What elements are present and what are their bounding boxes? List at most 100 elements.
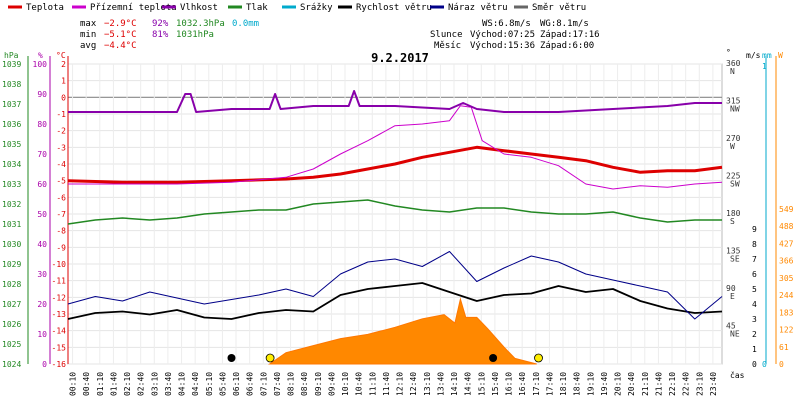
moon-rise: Východ:15:36: [470, 41, 535, 51]
tick-dir-5: 135: [726, 247, 741, 256]
stats-block: max −2.9°C 92% 1032.3hPa 0.0mm min −5.1°…: [80, 19, 259, 51]
tick-hpa-7: 1031: [2, 220, 21, 229]
tick-x-36: 18:10: [559, 372, 568, 396]
tick-w-2: 122: [779, 326, 794, 335]
tick-x-25: 12:40: [409, 372, 418, 396]
chart-title: 9.2.2017: [371, 51, 429, 65]
tick-pct-10: 100: [33, 60, 48, 69]
series-2-line: [68, 90, 722, 113]
tick-x-7: 03:40: [164, 372, 173, 396]
sunrise-icon: [265, 353, 275, 363]
axis-pct-title: %: [38, 51, 43, 60]
tick-pct-5: 50: [37, 210, 47, 219]
tick-temp-15: -1: [56, 110, 66, 119]
legend-label-6: Náraz větru: [448, 3, 508, 13]
tick-w-0: 0: [779, 360, 784, 369]
tick-temp-12: -4: [56, 160, 66, 169]
tick-hpa-2: 1026: [2, 320, 21, 329]
stat-min-label: min: [80, 30, 96, 40]
tick-dir-2: 270: [726, 134, 741, 143]
tick-x-15: 07:40: [273, 372, 282, 396]
tick-mm-1: 1: [762, 62, 767, 71]
tick-temp-10: -6: [56, 193, 66, 202]
tick-hpa-1: 1025: [2, 340, 21, 349]
stat-max-hum: 92%: [152, 19, 169, 29]
series-1-line: [68, 105, 723, 190]
legend-label-7: Směr větru: [532, 3, 586, 13]
tick-x-38: 19:10: [586, 372, 595, 396]
tick-dir-name-3: SW: [730, 180, 740, 189]
moon-label: Měsíc: [434, 41, 461, 51]
tick-x-5: 02:40: [137, 372, 146, 396]
tick-temp-8: -8: [56, 227, 66, 236]
tick-temp-7: -9: [56, 243, 66, 252]
moonset-icon: [227, 354, 236, 362]
tick-x-4: 02:10: [123, 372, 132, 396]
tick-w-3: 183: [779, 308, 794, 317]
tick-x-43: 21:40: [654, 372, 663, 396]
tick-dir-name-6: E: [730, 292, 735, 301]
tick-x-34: 17:10: [532, 372, 541, 396]
tick-x-40: 20:10: [614, 372, 623, 396]
tick-x-21: 10:40: [355, 372, 364, 396]
tick-pct-9: 90: [37, 90, 47, 99]
tick-hpa-13: 1037: [2, 100, 21, 109]
tick-dir-name-1: NW: [730, 105, 740, 114]
tick-x-3: 01:40: [109, 372, 118, 396]
stat-min-press: 1031hPa: [176, 30, 214, 40]
stat-max-rain: 0.0mm: [232, 19, 259, 29]
series-3-line: [67, 199, 722, 225]
tick-temp-16: 0: [61, 93, 66, 102]
tick-dir-name-5: SE: [730, 255, 740, 264]
tick-temp-1: -15: [52, 343, 67, 352]
wind-ws: WS:6.8m/s: [482, 19, 531, 29]
tick-x-45: 22:40: [682, 372, 691, 396]
sun-rise: Východ:07:25: [470, 30, 535, 40]
axis-hpa-title: hPa: [4, 51, 19, 60]
tick-temp-6: -10: [52, 260, 67, 269]
tick-x-11: 05:40: [218, 372, 227, 396]
tick-pct-8: 80: [37, 120, 47, 129]
tick-dir-0: 360: [726, 59, 741, 68]
tick-x-37: 18:40: [573, 372, 582, 396]
sun-label: Slunce: [430, 30, 463, 40]
tick-temp-0: -16: [52, 360, 67, 369]
axis-x-title: čas: [730, 370, 745, 380]
tick-w-6: 366: [779, 257, 794, 266]
moon-set: Západ:6:00: [540, 41, 594, 51]
tick-ms-5: 5: [752, 285, 757, 294]
tick-ms-1: 1: [752, 345, 757, 354]
tick-hpa-5: 1029: [2, 260, 21, 269]
tick-x-28: 14:10: [450, 372, 459, 396]
tick-ms-6: 6: [752, 270, 757, 279]
tick-x-12: 06:10: [232, 372, 241, 396]
legend-label-0: Teplota: [26, 3, 64, 13]
tick-x-14: 07:10: [259, 372, 268, 396]
tick-w-5: 305: [779, 274, 794, 283]
tick-pct-3: 30: [37, 270, 47, 279]
tick-x-46: 23:10: [695, 372, 704, 396]
tick-x-44: 22:10: [668, 372, 677, 396]
tick-w-8: 488: [779, 222, 794, 231]
tick-x-30: 15:10: [477, 372, 486, 396]
tick-hpa-3: 1027: [2, 300, 21, 309]
tick-w-1: 61: [779, 343, 789, 352]
tick-x-42: 21:10: [641, 372, 650, 396]
tick-hpa-10: 1034: [2, 160, 21, 169]
tick-x-35: 17:40: [545, 372, 554, 396]
legend-label-1: Přízemní teplota: [90, 3, 177, 13]
tick-pct-6: 60: [37, 180, 47, 189]
tick-x-19: 09:40: [327, 372, 336, 396]
tick-x-16: 08:10: [287, 372, 296, 396]
tick-ms-2: 2: [752, 330, 757, 339]
tick-ms-9: 9: [752, 225, 757, 234]
wind-wg: WG:8.1m/s: [540, 19, 589, 29]
tick-temp-18: 2: [61, 60, 66, 69]
stat-min-temp: −5.1°C: [104, 30, 137, 40]
tick-dir-name-0: N: [730, 67, 735, 76]
tick-mm-0: 0: [762, 360, 767, 369]
tick-x-39: 19:40: [600, 372, 609, 396]
tick-dir-1: 315: [726, 97, 741, 106]
tick-w-4: 244: [779, 291, 794, 300]
sun-set: Západ:17:16: [540, 30, 600, 40]
